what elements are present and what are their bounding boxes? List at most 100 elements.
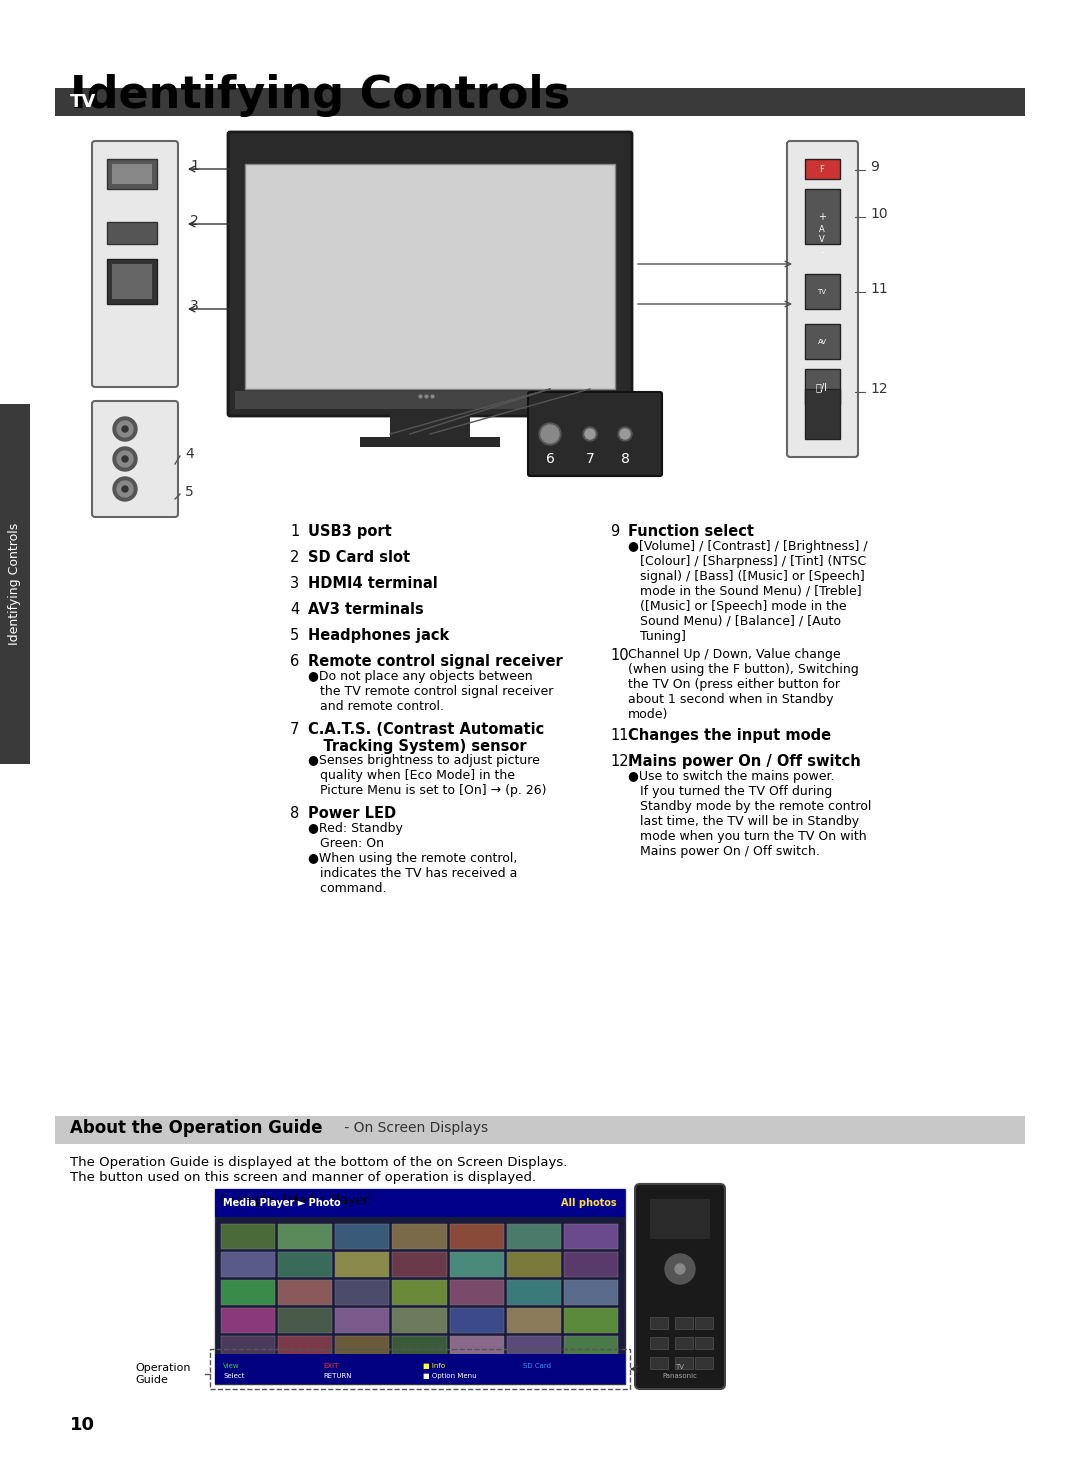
Text: All photos: All photos xyxy=(562,1198,617,1208)
Bar xyxy=(449,1280,503,1304)
Text: 4: 4 xyxy=(291,602,299,616)
Text: 12: 12 xyxy=(870,382,888,395)
Text: Headphones jack: Headphones jack xyxy=(308,628,449,643)
Circle shape xyxy=(122,486,129,492)
Bar xyxy=(675,1357,693,1369)
Text: RETURN: RETURN xyxy=(323,1373,351,1379)
Bar xyxy=(221,1280,275,1304)
Text: 6: 6 xyxy=(545,452,554,466)
Bar xyxy=(335,1307,390,1334)
Text: 3: 3 xyxy=(291,575,299,591)
Circle shape xyxy=(539,423,561,445)
Bar xyxy=(112,164,152,184)
Circle shape xyxy=(122,455,129,463)
Bar xyxy=(696,1357,713,1369)
Text: Remote control signal receiver: Remote control signal receiver xyxy=(308,654,563,669)
Text: +: + xyxy=(818,212,826,223)
Bar xyxy=(564,1307,618,1334)
Text: Panasonic: Panasonic xyxy=(662,1373,698,1379)
FancyBboxPatch shape xyxy=(92,401,178,517)
Circle shape xyxy=(541,425,559,444)
Bar xyxy=(392,1280,446,1304)
Bar xyxy=(507,1280,561,1304)
Bar xyxy=(215,1189,625,1217)
Text: ⏻/I: ⏻/I xyxy=(816,382,828,392)
Text: V: V xyxy=(819,236,825,244)
Bar xyxy=(675,1318,693,1329)
Text: ●Do not place any objects between
   the TV remote control signal receiver
   an: ●Do not place any objects between the TV… xyxy=(308,671,553,713)
FancyBboxPatch shape xyxy=(635,1184,725,1389)
Text: 4: 4 xyxy=(185,447,193,461)
Circle shape xyxy=(113,447,137,471)
Text: 2: 2 xyxy=(291,550,299,565)
Circle shape xyxy=(583,427,597,441)
Circle shape xyxy=(117,451,133,467)
Text: Operation
Guide: Operation Guide xyxy=(135,1363,190,1385)
Text: F: F xyxy=(820,165,824,174)
Bar xyxy=(805,160,840,179)
Text: -: - xyxy=(820,247,824,258)
Text: 9: 9 xyxy=(870,160,879,174)
Text: - On Screen Displays: - On Screen Displays xyxy=(340,1121,488,1135)
Text: ●Use to switch the mains power.
   If you turned the TV Off during
   Standby mo: ●Use to switch the mains power. If you t… xyxy=(627,770,872,858)
Text: TV: TV xyxy=(675,1364,685,1370)
Bar xyxy=(335,1280,390,1304)
Bar xyxy=(449,1224,503,1249)
Bar xyxy=(279,1307,333,1334)
Text: 10: 10 xyxy=(870,206,888,221)
Bar xyxy=(392,1224,446,1249)
Bar xyxy=(279,1252,333,1277)
Text: Function select: Function select xyxy=(627,524,754,539)
Bar xyxy=(360,436,500,447)
Bar xyxy=(564,1280,618,1304)
Bar xyxy=(392,1252,446,1277)
Bar xyxy=(392,1337,446,1362)
Bar xyxy=(650,1318,669,1329)
Circle shape xyxy=(620,429,630,439)
Circle shape xyxy=(675,1263,685,1274)
Text: A: A xyxy=(819,224,825,233)
Text: Channel Up / Down, Value change
(when using the F button), Switching
the TV On (: Channel Up / Down, Value change (when us… xyxy=(627,649,859,720)
Text: C.A.T.S. (Contrast Automatic
   Tracking System) sensor: C.A.T.S. (Contrast Automatic Tracking Sy… xyxy=(308,722,544,754)
Text: 5: 5 xyxy=(185,485,193,499)
Circle shape xyxy=(113,417,137,441)
Bar xyxy=(55,1116,1025,1143)
Text: Changes the input mode: Changes the input mode xyxy=(627,728,832,744)
Text: ●Senses brightness to adjust picture
   quality when [Eco Mode] in the
   Pictur: ●Senses brightness to adjust picture qua… xyxy=(308,754,546,796)
Text: The button used on this screen and manner of operation is displayed.: The button used on this screen and manne… xyxy=(70,1171,536,1184)
Circle shape xyxy=(618,427,632,441)
Bar xyxy=(507,1224,561,1249)
Text: About the Operation Guide: About the Operation Guide xyxy=(70,1118,323,1138)
Text: AV: AV xyxy=(818,340,826,346)
Bar xyxy=(221,1337,275,1362)
Text: TV: TV xyxy=(818,288,826,296)
Text: 9: 9 xyxy=(610,524,619,539)
Text: 10: 10 xyxy=(610,649,629,663)
Bar xyxy=(564,1337,618,1362)
Bar xyxy=(221,1224,275,1249)
Text: Select: Select xyxy=(222,1373,244,1379)
Text: 3: 3 xyxy=(190,299,199,313)
Bar xyxy=(805,324,840,359)
Text: TV: TV xyxy=(70,94,96,111)
Text: Identifying Controls: Identifying Controls xyxy=(9,523,22,646)
Bar xyxy=(805,389,840,439)
Text: The Operation Guide is displayed at the bottom of the on Screen Displays.: The Operation Guide is displayed at the … xyxy=(70,1157,567,1168)
Bar xyxy=(279,1337,333,1362)
Bar xyxy=(507,1252,561,1277)
Text: 8: 8 xyxy=(621,452,630,466)
Text: 8: 8 xyxy=(291,807,299,821)
Bar xyxy=(449,1252,503,1277)
Text: ■ Info: ■ Info xyxy=(423,1363,445,1369)
Text: HDMI4 terminal: HDMI4 terminal xyxy=(308,575,437,591)
Circle shape xyxy=(117,482,133,496)
Text: SD Card: SD Card xyxy=(523,1363,551,1369)
Bar xyxy=(335,1337,390,1362)
Text: USB3 port: USB3 port xyxy=(308,524,392,539)
Circle shape xyxy=(117,422,133,436)
Bar xyxy=(696,1337,713,1348)
Bar xyxy=(564,1224,618,1249)
Text: 11: 11 xyxy=(610,728,629,744)
Bar xyxy=(279,1280,333,1304)
Bar xyxy=(650,1337,669,1348)
